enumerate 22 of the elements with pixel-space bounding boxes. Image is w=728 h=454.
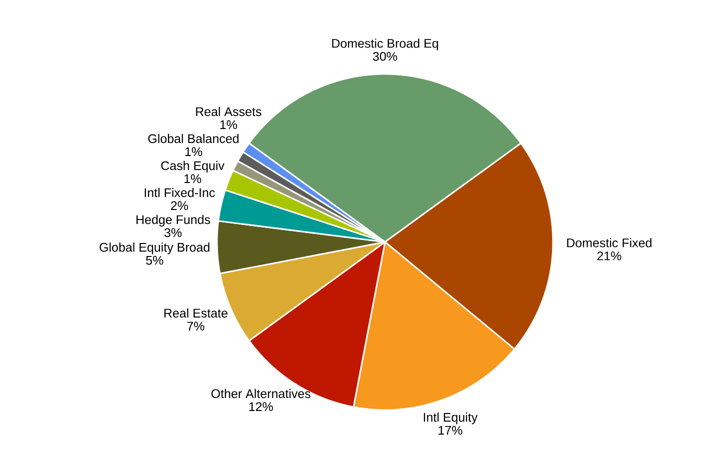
slice-label: Hedge Funds — [136, 214, 210, 227]
slice-label: Domestic Fixed — [567, 238, 652, 248]
data-label: 1% — [220, 120, 237, 130]
slice-label: Other Alternatives — [211, 388, 310, 398]
data-label: 3% — [164, 228, 182, 238]
slice-label: Domestic Broad Eq — [332, 38, 438, 50]
data-label: 30% — [372, 52, 398, 61]
slice-label: Intl Equity — [424, 412, 478, 424]
data-label: 2% — [171, 201, 188, 210]
slice-label: Global Balanced — [148, 134, 239, 144]
slice-label: Intl Fixed-Inc — [144, 188, 215, 198]
slice-label: Cash Equiv — [161, 160, 224, 173]
data-label: 1% — [185, 147, 202, 156]
slice-label: Global Equity Broad — [100, 242, 210, 254]
slice-label: Real Estate — [164, 308, 228, 318]
data-label: 1% — [184, 174, 202, 184]
data-label: 21% — [597, 251, 622, 260]
data-label: 17% — [438, 426, 462, 435]
slice-label: Real Assets — [196, 106, 262, 116]
data-label: 7% — [187, 322, 204, 331]
data-label: 12% — [249, 402, 273, 412]
data-label: 5% — [146, 256, 164, 265]
